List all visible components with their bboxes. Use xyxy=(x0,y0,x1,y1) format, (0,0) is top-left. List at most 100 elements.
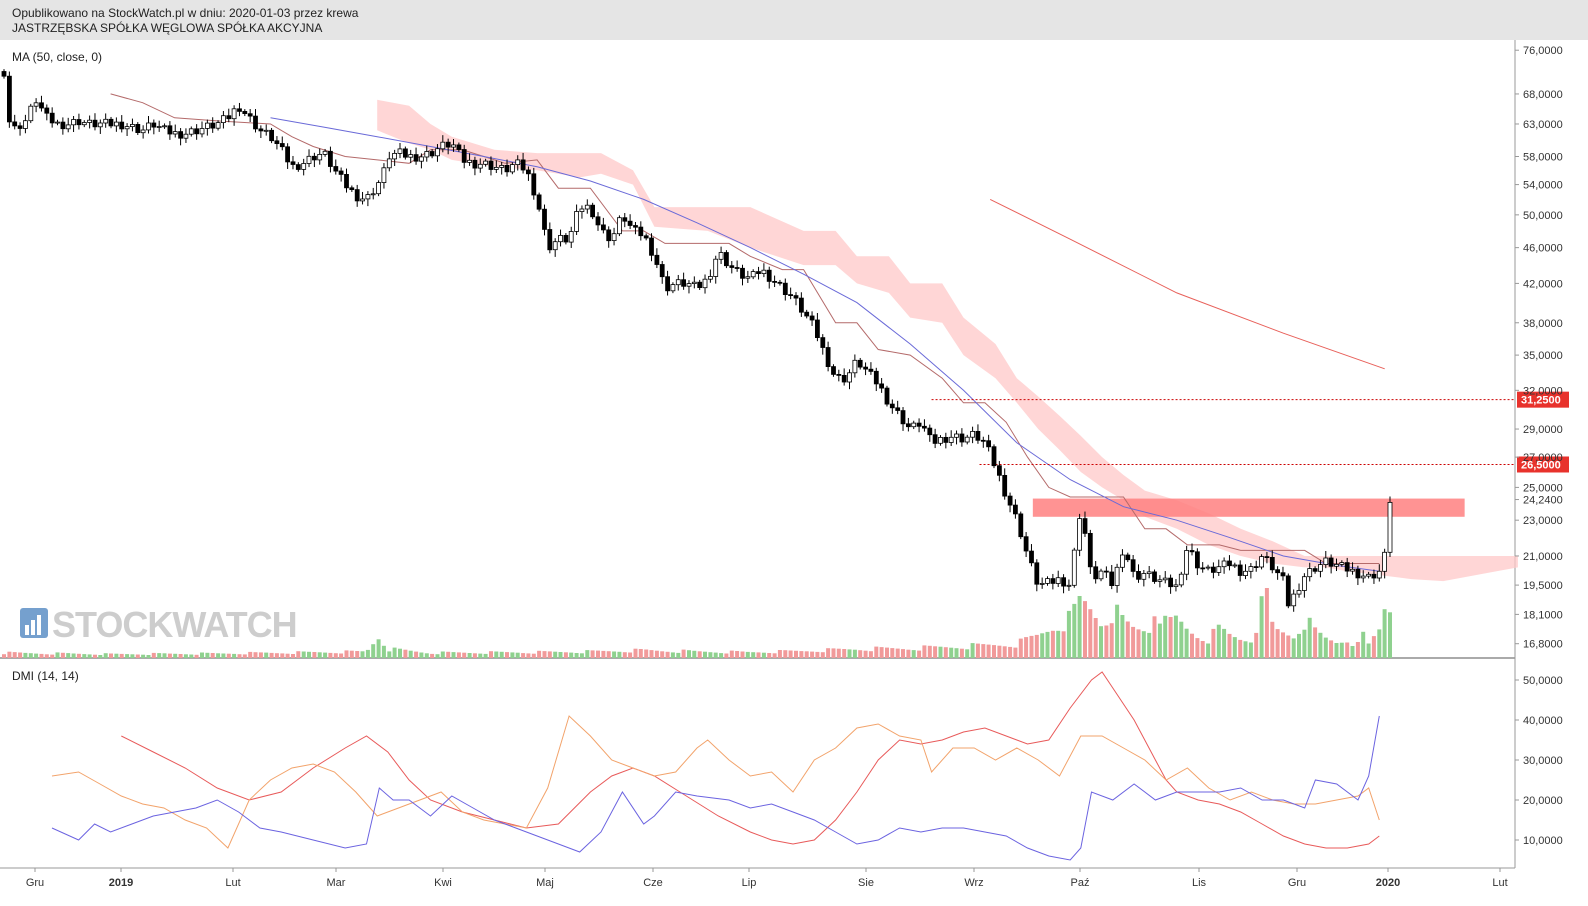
candle-body xyxy=(1237,564,1243,576)
time-tick-label: Sie xyxy=(858,877,874,889)
volume-bar xyxy=(868,651,873,658)
volume-bar xyxy=(1061,631,1066,658)
volume-bar xyxy=(574,653,579,658)
volume-bar xyxy=(440,651,445,658)
volume-bar xyxy=(50,654,55,658)
time-tick-label: Mar xyxy=(327,877,346,889)
candle-body xyxy=(397,148,403,154)
candle-body xyxy=(1087,532,1093,568)
volume-bar xyxy=(414,651,419,658)
candle-body xyxy=(263,129,269,132)
dmi-tick-label: 30,0000 xyxy=(1523,755,1563,767)
volume-bar xyxy=(1232,637,1237,658)
volume-bar xyxy=(1157,623,1162,658)
volume-bar xyxy=(660,651,665,658)
volume-bar xyxy=(628,652,633,658)
candle-body xyxy=(1269,557,1275,571)
candle-body xyxy=(402,148,408,158)
candle-body xyxy=(584,204,590,210)
volume-bar xyxy=(1371,636,1376,658)
volume-bar xyxy=(1013,647,1018,658)
candle-body xyxy=(520,159,526,171)
candle-body xyxy=(670,284,676,292)
price-tick-label: 42,0000 xyxy=(1523,278,1563,290)
candle-body xyxy=(151,122,157,128)
dmi-line-di_plus xyxy=(121,671,1380,849)
volume-bar xyxy=(1264,588,1269,658)
volume-bar xyxy=(767,653,772,658)
volume-bar xyxy=(355,651,360,658)
volume-bar xyxy=(141,654,146,658)
volume-bar xyxy=(654,650,659,658)
price-tick-label: 27,0000 xyxy=(1523,452,1563,464)
candle-body xyxy=(1098,570,1104,580)
candle-body xyxy=(734,267,740,269)
volume-bar xyxy=(740,651,745,658)
candle-body xyxy=(831,366,836,375)
volume-bar xyxy=(173,653,178,658)
candle-body xyxy=(1307,568,1313,578)
level-tag xyxy=(1517,391,1569,408)
candle-body xyxy=(1339,562,1345,565)
volume-bar xyxy=(1125,621,1130,658)
candle-body xyxy=(895,407,901,411)
candle-body xyxy=(911,422,917,428)
horizontal-levels: 31,2500 26,5000 xyxy=(931,391,1569,473)
candle-body xyxy=(44,107,50,114)
volume-bar xyxy=(93,654,97,658)
volume-bar xyxy=(403,649,408,658)
volume-bar xyxy=(1104,625,1109,658)
volume-bar xyxy=(1083,601,1087,658)
candle-body xyxy=(691,281,697,284)
volume-bar xyxy=(221,653,226,658)
ma50-line xyxy=(270,117,1380,572)
stock-chart[interactable]: STOCKWATCH 31,2500 26,5000 76,0000 68,0000… xyxy=(0,40,1588,906)
candle-body xyxy=(1382,551,1387,572)
candle-body xyxy=(547,229,553,251)
level-label: 26,5000 xyxy=(1521,459,1561,471)
time-tick-label: Maj xyxy=(536,877,554,889)
price-tick-label: 25,0000 xyxy=(1523,482,1563,494)
volume-bar xyxy=(901,649,905,658)
volume-bar xyxy=(612,651,617,658)
volume-bar xyxy=(285,653,290,658)
volume-bar xyxy=(1152,616,1157,658)
volume-bar xyxy=(563,652,568,658)
volume-bar xyxy=(515,652,520,658)
volume-bar xyxy=(18,652,23,658)
volume-bar xyxy=(558,652,563,658)
candle-body xyxy=(1082,518,1088,534)
ichimoku-cloud xyxy=(377,99,1518,582)
volume-bar xyxy=(911,650,916,658)
candle-body xyxy=(509,164,515,173)
candle-body xyxy=(60,121,66,130)
volume-bar xyxy=(1350,646,1355,658)
volume-bar xyxy=(1238,639,1243,658)
candle-body xyxy=(1312,568,1318,572)
candle-body xyxy=(237,108,242,112)
volume-bar xyxy=(66,653,71,658)
volume-bar xyxy=(1163,615,1168,658)
candle-body xyxy=(745,276,751,279)
volume-bar xyxy=(537,650,542,658)
volume-bar xyxy=(943,647,948,658)
candle-body xyxy=(338,170,344,175)
volume-bar xyxy=(1227,633,1232,658)
volume-bar xyxy=(483,653,488,658)
volume-bar xyxy=(510,652,515,658)
volume-bar xyxy=(344,650,349,658)
volume-bar xyxy=(1034,634,1039,658)
volume-bar xyxy=(863,650,868,658)
candle-body xyxy=(638,226,644,237)
time-tick-label: Wrz xyxy=(964,877,983,889)
volume-bar xyxy=(1291,638,1296,658)
candle-body xyxy=(606,229,612,242)
volume-bar xyxy=(542,651,547,658)
volume-bar xyxy=(424,653,429,658)
candle-body xyxy=(702,278,708,289)
candle-body xyxy=(1002,474,1008,497)
volume-bar xyxy=(1099,626,1103,658)
candle-body xyxy=(654,254,660,265)
candle-body xyxy=(354,189,360,202)
candle-body xyxy=(1018,513,1024,538)
